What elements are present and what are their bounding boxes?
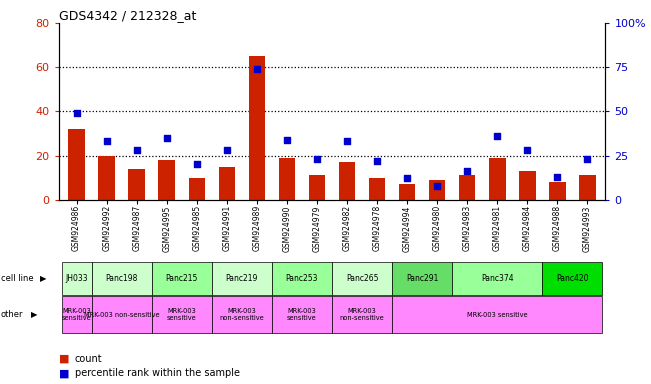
Bar	[98, 156, 115, 200]
Point	[462, 168, 473, 174]
Bar	[399, 184, 415, 200]
Text: ■: ■	[59, 354, 69, 364]
Bar	[452, 262, 542, 295]
Bar	[62, 296, 92, 333]
Text: MRK-003
sensitive: MRK-003 sensitive	[287, 308, 317, 321]
Bar	[579, 175, 596, 200]
Text: Panc219: Panc219	[226, 274, 258, 283]
Text: Panc291: Panc291	[406, 274, 438, 283]
Text: Panc253: Panc253	[286, 274, 318, 283]
Text: percentile rank within the sample: percentile rank within the sample	[75, 368, 240, 378]
Bar	[219, 167, 235, 200]
Point	[492, 133, 503, 139]
Text: Panc198: Panc198	[105, 274, 138, 283]
Text: count: count	[75, 354, 102, 364]
Bar	[459, 175, 475, 200]
Text: ■: ■	[59, 368, 69, 378]
Point	[282, 137, 292, 143]
Point	[432, 182, 443, 189]
Text: other: other	[1, 310, 23, 319]
Bar	[549, 182, 566, 200]
Point	[312, 156, 322, 162]
Bar	[158, 160, 175, 200]
Bar	[212, 296, 272, 333]
Bar	[152, 296, 212, 333]
Bar	[392, 296, 602, 333]
Point	[402, 175, 412, 182]
Text: cell line: cell line	[1, 274, 33, 283]
Text: Panc420: Panc420	[556, 274, 589, 283]
Point	[552, 174, 562, 180]
Bar	[249, 56, 265, 200]
Text: MRK-003 non-sensitive: MRK-003 non-sensitive	[84, 312, 159, 318]
Point	[582, 156, 592, 162]
Text: Panc374: Panc374	[481, 274, 514, 283]
Text: MRK-003 sensitive: MRK-003 sensitive	[467, 312, 527, 318]
Bar	[92, 262, 152, 295]
Bar	[152, 262, 212, 295]
Bar	[92, 296, 152, 333]
Bar	[189, 178, 205, 200]
Bar	[519, 171, 536, 200]
Bar	[212, 262, 272, 295]
Point	[191, 161, 202, 167]
Text: Panc265: Panc265	[346, 274, 378, 283]
Text: Panc215: Panc215	[165, 274, 198, 283]
Bar	[272, 296, 332, 333]
Bar	[429, 180, 445, 200]
Bar	[369, 178, 385, 200]
Point	[342, 138, 352, 144]
Text: MRK-003
non-sensitive: MRK-003 non-sensitive	[219, 308, 264, 321]
Text: ▶: ▶	[31, 310, 37, 319]
Bar	[489, 158, 506, 200]
Point	[221, 147, 232, 153]
Bar	[332, 262, 392, 295]
Text: JH033: JH033	[65, 274, 88, 283]
Point	[132, 147, 142, 153]
Text: MRK-003
non-sensitive: MRK-003 non-sensitive	[340, 308, 385, 321]
Text: ▶: ▶	[40, 274, 47, 283]
Point	[72, 110, 82, 116]
Text: GDS4342 / 212328_at: GDS4342 / 212328_at	[59, 9, 196, 22]
Bar	[272, 262, 332, 295]
Point	[102, 138, 112, 144]
Bar	[68, 129, 85, 200]
Bar	[392, 262, 452, 295]
Bar	[542, 262, 602, 295]
Bar	[128, 169, 145, 200]
Point	[522, 147, 533, 153]
Point	[252, 66, 262, 72]
Point	[372, 158, 382, 164]
Point	[161, 135, 172, 141]
Text: MRK-003
sensitive: MRK-003 sensitive	[167, 308, 197, 321]
Bar	[62, 262, 92, 295]
Bar	[309, 175, 326, 200]
Bar	[332, 296, 392, 333]
Bar	[339, 162, 355, 200]
Text: MRK-003
sensitive: MRK-003 sensitive	[62, 308, 92, 321]
Bar	[279, 158, 295, 200]
